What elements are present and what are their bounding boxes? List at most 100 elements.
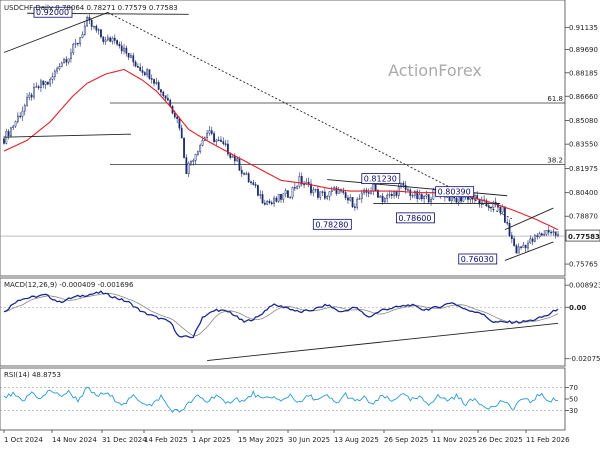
candle-body	[76, 42, 79, 45]
candle-body	[538, 233, 541, 238]
candle-body	[123, 47, 125, 52]
candle-body	[520, 246, 522, 249]
candle-body	[529, 238, 532, 244]
candle-body	[222, 141, 225, 145]
price-tick-label: 0.81975	[569, 165, 598, 173]
candle-body	[326, 196, 329, 199]
candle-body	[136, 65, 139, 68]
candle-body	[146, 69, 149, 76]
current-price-label: 0.77583	[568, 233, 600, 241]
macd-signal-line	[3, 292, 559, 337]
candle-body	[510, 235, 513, 239]
candle-body	[374, 184, 377, 191]
price-tick-label: 0.80400	[569, 189, 598, 197]
candle-body	[116, 40, 118, 45]
candle-body	[231, 155, 234, 158]
candle-body	[407, 189, 409, 191]
candle-body	[28, 94, 31, 98]
candle-body	[460, 196, 462, 202]
candle-body	[328, 191, 331, 197]
candle-body	[67, 58, 70, 63]
candle-body	[220, 139, 222, 142]
candle-body	[270, 202, 273, 205]
candle-body	[298, 176, 301, 187]
annotation-label: 0.80390	[438, 188, 471, 197]
candle-body	[21, 110, 24, 117]
candle-body	[337, 189, 340, 194]
candle-body	[125, 47, 128, 54]
candle-body	[416, 191, 419, 199]
macd-trend-line	[207, 322, 559, 361]
annotation-box	[396, 212, 435, 224]
candle-body	[330, 189, 333, 192]
candle-body	[26, 97, 28, 106]
price-axis: 0.91135 0.89690 0.88185 0.86660 0.85080 0.835…	[565, 24, 600, 269]
rsi-tick-label: 30	[569, 407, 578, 415]
candle-body	[153, 79, 155, 84]
price-tick-label: 0.83550	[569, 141, 598, 149]
candle-body	[10, 127, 12, 137]
candle-body	[254, 184, 257, 186]
candle-body	[213, 133, 215, 142]
candle-body	[379, 195, 382, 198]
candle-body	[423, 195, 426, 200]
x-tick-label: 11 Nov 2025	[432, 436, 477, 444]
candle-body	[155, 82, 158, 84]
x-tick-label: 26 Dec 2025	[478, 436, 523, 444]
candle-body	[383, 198, 386, 203]
candle-body	[402, 182, 405, 186]
candle-body	[547, 229, 550, 233]
annotation-label: 0.76030	[461, 255, 494, 264]
x-tick-label: 1 Apr 2025	[192, 436, 231, 444]
candle-body	[300, 176, 303, 185]
candle-body	[356, 198, 359, 208]
candle-body	[190, 161, 192, 164]
candle-body	[347, 197, 349, 201]
candle-body	[310, 183, 312, 194]
candle-body	[501, 206, 504, 213]
candle-body	[130, 55, 132, 58]
candle-body	[243, 173, 245, 175]
candle-body	[65, 59, 68, 63]
candle-body	[176, 116, 179, 119]
candle-body	[252, 182, 255, 185]
candle-body	[58, 66, 61, 69]
candle-body	[14, 121, 17, 127]
candle-body	[351, 197, 354, 208]
candle-body	[319, 191, 322, 198]
candle-body	[7, 131, 10, 137]
candle-body	[240, 170, 243, 174]
candle-body	[53, 70, 56, 77]
candle-body	[314, 189, 317, 191]
candle-body	[19, 115, 22, 118]
candle-body	[127, 52, 130, 58]
candle-body	[492, 201, 495, 208]
candle-body	[250, 181, 252, 184]
candle-body	[118, 43, 121, 47]
candle-body	[134, 61, 137, 67]
rsi-label: RSI(14) 48.8753	[4, 371, 61, 379]
candle-body	[522, 244, 525, 248]
candle-body	[81, 34, 84, 38]
candle-body	[400, 182, 402, 188]
price-tick-label: 0.86660	[569, 93, 598, 101]
candle-body	[185, 157, 188, 175]
candle-body	[93, 25, 95, 28]
candle-body	[550, 231, 552, 234]
annotation-box	[361, 173, 401, 184]
price-panel	[0, 0, 566, 277]
candle-body	[413, 191, 416, 196]
candle-body	[194, 154, 197, 161]
candle-body	[160, 89, 162, 93]
candle-body	[162, 91, 165, 96]
candle-body	[46, 81, 49, 85]
candle-body	[499, 206, 502, 213]
candle-body	[284, 190, 287, 194]
candle-body	[51, 76, 54, 80]
candle-body	[79, 37, 82, 44]
candle-body	[506, 222, 509, 224]
rsi-tick-label: 50	[569, 396, 578, 404]
candle-body	[33, 86, 35, 98]
candle-body	[390, 194, 393, 196]
candle-body	[74, 42, 77, 45]
